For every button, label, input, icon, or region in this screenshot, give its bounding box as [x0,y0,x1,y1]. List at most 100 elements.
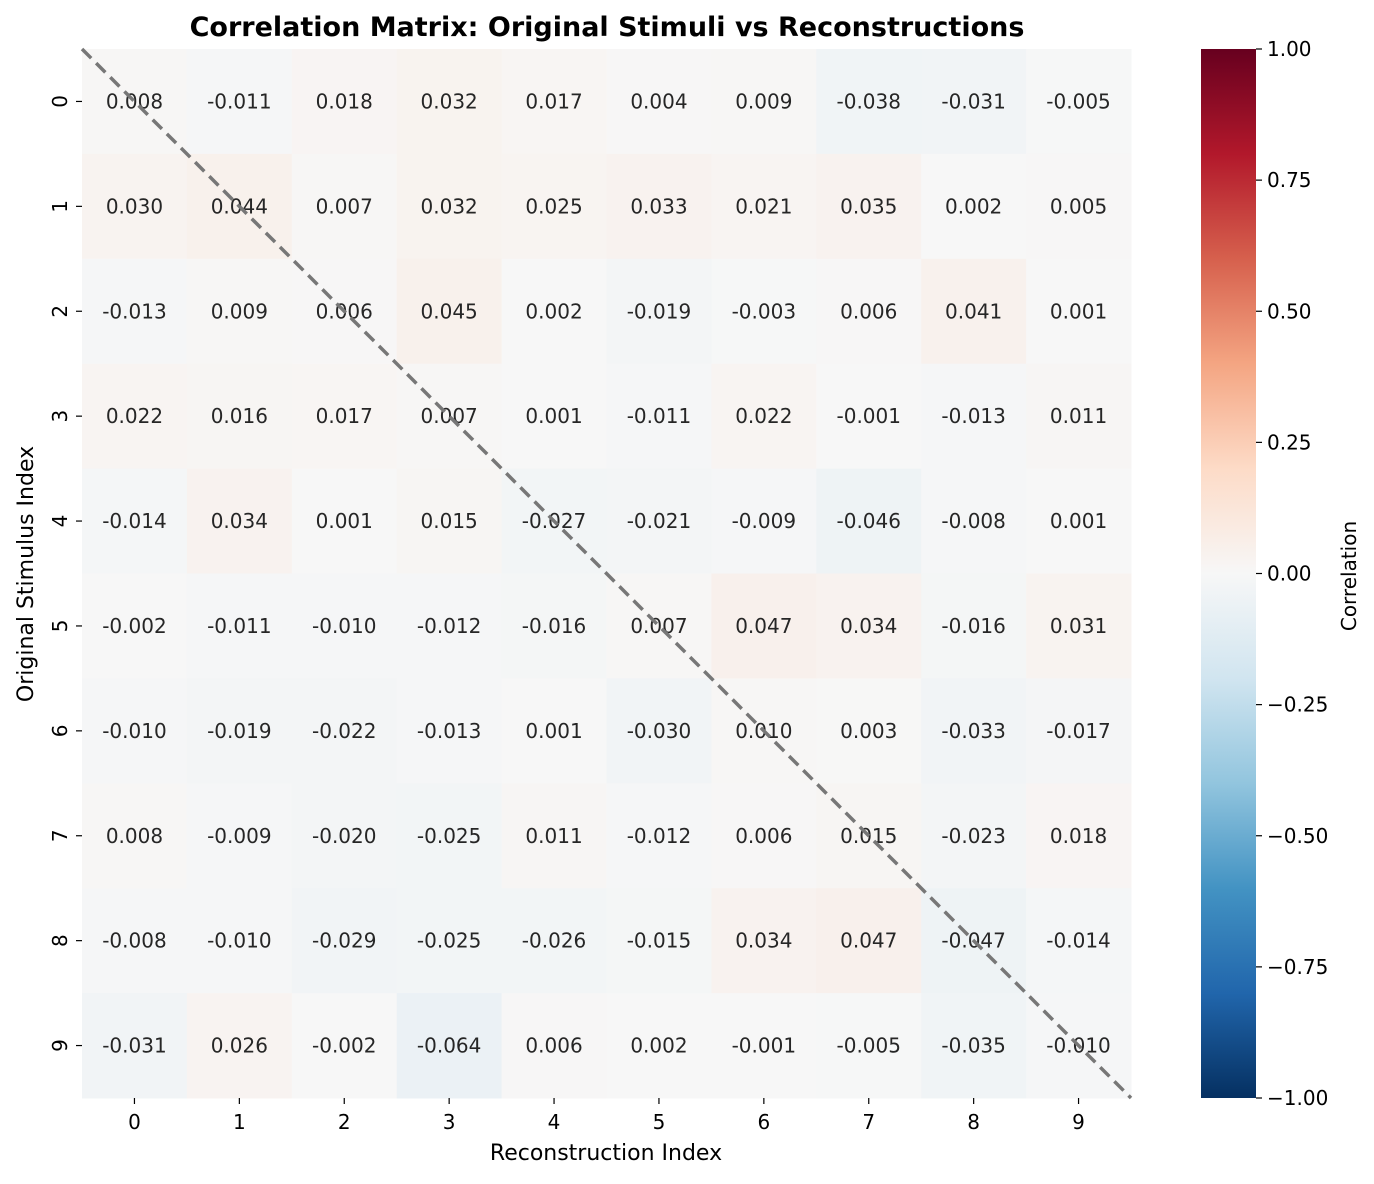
heatmap-cell [396,888,503,994]
heatmap-cell [711,468,817,574]
cell-value-label: -0.016 [941,614,1005,638]
y-tick-label: 1 [48,200,72,213]
heatmap-cell [711,258,817,365]
cell-value-label: 0.022 [735,404,792,428]
heatmap-cell [711,363,817,470]
heatmap-cell [186,678,293,784]
diagonal-dashed-line [80,47,1133,1100]
cell-value-label: -0.031 [941,89,1005,113]
cell-value-label: -0.035 [941,1034,1005,1058]
x-tick-label: 2 [338,1110,351,1134]
heatmap-cell [606,678,712,784]
cell-value-label: 0.007 [630,614,687,638]
heatmap-cell [501,783,607,889]
heatmap-cell [1026,573,1132,679]
heatmap-cell [396,258,503,365]
cell-value-label: -0.009 [207,824,271,848]
cell-value-labels: 0.008 -0.011 0.018 0.032 0.017 0.004 0.009 -0.0… [102,89,1111,1057]
heatmap-cell [606,783,712,889]
cell-value-label: -0.016 [522,614,586,638]
heatmap-cell [291,468,398,574]
heatmap-cell [606,49,712,155]
cell-value-label: -0.022 [312,719,376,743]
cell-value-label: 0.021 [735,194,792,218]
heatmap-cell [82,468,188,574]
heatmap-cell [816,468,922,574]
cell-value-label: -0.025 [417,824,481,848]
cell-value-label: 0.015 [421,509,478,533]
colorbar-tick-label: 0.50 [1267,299,1312,323]
x-tick-label: 0 [128,1110,141,1134]
heatmap-cell [501,49,607,155]
heatmap-cell [291,678,398,784]
heatmap-cell [82,678,188,784]
y-tick-label: 3 [48,410,72,423]
heatmap-cell [606,888,712,994]
cell-value-label: -0.008 [941,509,1005,533]
colorbar: 1.00 0.75 0.50 0.25 0.00 −0.25 −0.50 −0.75 −1.00 [1201,37,1328,1110]
x-tick-label: 5 [653,1110,666,1134]
cell-value-label: 0.001 [525,719,582,743]
cell-value-label: -0.023 [941,824,1005,848]
cell-value-label: 0.018 [316,89,373,113]
cell-value-label: 0.008 [106,89,163,113]
cell-value-label: 0.009 [211,299,268,323]
cell-value-label: -0.011 [627,404,691,428]
cell-value-label: -0.001 [837,404,901,428]
heatmap-cell [291,363,398,470]
cell-value-label: 0.006 [840,299,897,323]
heatmap-cell [816,153,922,260]
heatmap-cell [186,783,293,889]
heatmap-cell [396,678,503,784]
cell-value-label: 0.005 [1050,194,1107,218]
heatmap-cell [711,153,817,260]
heatmap-cell [186,363,293,470]
y-tick-label: 6 [48,724,72,737]
y-axis-ticks: 0 1 2 3 4 5 6 7 8 9 [48,95,82,1052]
heatmap-cell [291,993,398,1099]
heatmap-cell [1026,468,1132,574]
heatmap-cell [606,258,712,365]
y-tick-label: 8 [48,934,72,947]
heatmap-cell [186,258,293,365]
cell-value-label: 0.026 [211,1034,268,1058]
cell-value-label: -0.013 [417,719,481,743]
colorbar-tick-label: 1.00 [1267,37,1312,61]
heatmap-cell [291,888,398,994]
heatmap-cell [1026,363,1132,470]
cell-value-label: -0.021 [627,509,691,533]
cell-value-label: -0.015 [627,929,691,953]
x-tick-label: 3 [443,1110,456,1134]
cell-value-label: 0.001 [525,404,582,428]
y-tick-label: 5 [48,620,72,633]
cell-value-label: 0.031 [1050,614,1107,638]
cell-value-label: -0.031 [102,1034,166,1058]
heatmap-cell [711,993,817,1099]
cell-value-label: 0.045 [421,299,478,323]
diagonal-reference [80,47,1133,1100]
cell-value-label: -0.030 [627,719,691,743]
cell-value-label: 0.002 [525,299,582,323]
cell-value-label: 0.034 [211,509,268,533]
heatmap-cell [1026,888,1132,994]
cell-value-label: 0.009 [735,89,792,113]
cell-value-label: 0.022 [106,404,163,428]
heatmap-cell [816,888,922,994]
colorbar-label: Correlation [1337,521,1361,631]
y-tick-label: 7 [48,829,72,842]
cell-value-label: 0.016 [211,404,268,428]
heatmap-cell [82,993,188,1099]
cell-value-label: 0.006 [735,824,792,848]
heatmap-cell [606,468,712,574]
y-tick-label: 9 [48,1039,72,1052]
heatmap-cell [501,993,607,1099]
heatmap-cell [396,153,503,260]
heatmap-cell [396,993,503,1099]
x-tick-label: 7 [862,1110,875,1134]
cell-value-label: 0.032 [421,89,478,113]
heatmap-cell [921,49,1027,155]
heatmap-cell [1026,258,1132,365]
cell-value-label: 0.007 [421,404,478,428]
heatmap-cell [711,573,817,679]
